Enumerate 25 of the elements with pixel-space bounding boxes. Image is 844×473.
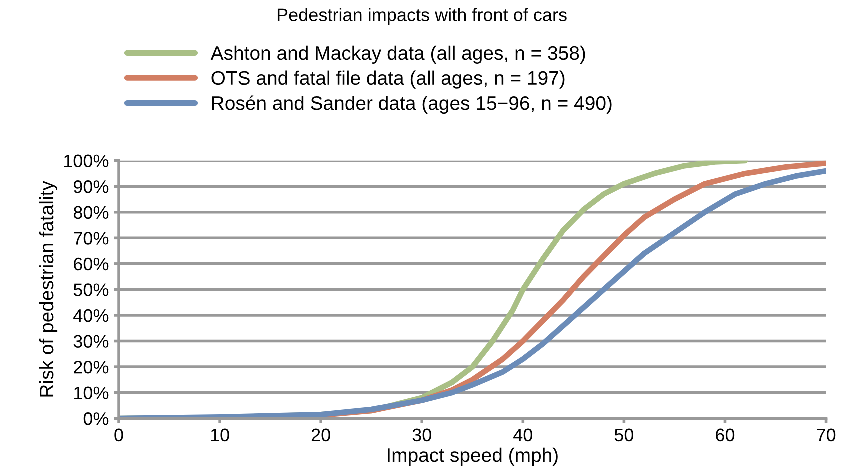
chart-title: Pedestrian impacts with front of cars [278,8,567,26]
y-tick-label: 80% [74,206,109,220]
x-tick-label: 0 [114,428,124,442]
x-tick-label: 40 [514,428,532,442]
y-tick-label: 20% [74,360,109,374]
y-tick-label: 100% [64,154,109,168]
y-tick-label: 50% [74,284,109,296]
y-tick-label: 40% [74,309,109,322]
x-tick-label: 30 [412,428,432,442]
y-tick-label: 30% [74,335,109,348]
x-tick-label: 10 [211,428,230,442]
x-tick-label: 20 [312,428,330,442]
y-tick-label: 60% [74,258,109,271]
x-axis-title: Impact speed (mph) [388,448,558,466]
y-tick-label: 0% [84,412,109,426]
x-tick-label: 70 [817,428,836,442]
y-axis-title: Risk of pedestrian fatality [39,181,58,397]
x-tick-label: 50 [614,428,634,442]
legend-label: OTS and fatal file data (all ages, n = 197) [212,70,565,89]
y-tick-label: 90% [74,180,109,194]
legend-label: Ashton and Mackay data (all ages, n = 358) [210,46,586,64]
x-tick-label: 60 [716,428,735,442]
y-tick-label: 70% [74,232,109,245]
y-tick-label: 10% [74,386,109,400]
legend-label: Rosén and Sander data (ages 15−96, n = 490) [212,96,612,114]
